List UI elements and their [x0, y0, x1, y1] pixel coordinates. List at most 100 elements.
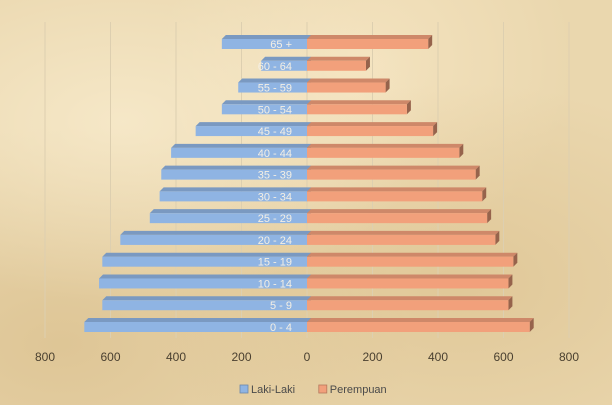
bar-side-face — [406, 100, 411, 115]
x-tick-label: 800 — [559, 350, 579, 364]
bar-side-face — [495, 230, 500, 245]
bar-front-face — [307, 256, 514, 267]
bar-top-face — [221, 35, 311, 39]
bar-perempuan — [307, 252, 518, 267]
category-label: 30 - 34 — [258, 191, 292, 203]
bar-front-face — [99, 278, 307, 289]
category-label: 20 - 24 — [258, 235, 292, 247]
bar-perempuan — [307, 78, 390, 93]
bar-side-face — [508, 274, 513, 289]
category-label: 45 - 49 — [258, 126, 292, 138]
bar-side-face — [482, 187, 487, 202]
bar-laki-laki — [221, 35, 311, 49]
bar-front-face — [307, 104, 407, 115]
bar-top-face — [159, 187, 311, 192]
bar-front-face — [307, 300, 509, 311]
bar-front-face — [102, 300, 307, 311]
x-tick-label: 200 — [362, 350, 382, 364]
bar-top-face — [307, 165, 480, 170]
x-tick-label: 600 — [100, 350, 120, 364]
category-label: 55 - 59 — [258, 83, 292, 95]
bar-front-face — [149, 213, 307, 224]
gridlines — [44, 22, 570, 338]
bar-side-face — [459, 143, 464, 158]
bar-top-face — [261, 56, 311, 61]
bar-top-face — [307, 230, 500, 235]
bar-perempuan — [307, 318, 534, 332]
x-tick-label: 200 — [231, 350, 251, 364]
bar-side-face — [475, 165, 480, 180]
x-tick-label: 600 — [493, 350, 513, 364]
x-tick-label: 400 — [166, 350, 186, 364]
bar-perempuan — [307, 274, 513, 289]
bar-perempuan — [307, 100, 411, 115]
bar-side-face — [433, 122, 438, 137]
bar-front-face — [195, 126, 307, 137]
bar-top-face — [307, 187, 487, 192]
x-tick-label: 400 — [428, 350, 448, 364]
bar-front-face — [307, 234, 496, 245]
category-label: 50 - 54 — [258, 104, 292, 116]
bar-front-face — [307, 39, 429, 49]
x-axis-ticks: 800 600 400 200 0 200 400 600 800 — [35, 350, 579, 364]
bar-top-face — [307, 209, 492, 214]
category-label: 65 + — [270, 39, 292, 51]
bar-top-face — [307, 252, 518, 257]
bar-front-face — [307, 213, 488, 224]
bar-top-face — [307, 274, 513, 279]
bar-top-face — [307, 143, 464, 148]
bar-front-face — [307, 147, 460, 158]
bar-top-face — [307, 35, 433, 39]
category-label: 10 - 14 — [258, 278, 292, 290]
bar-side-face — [508, 296, 513, 311]
bar-side-face — [428, 35, 433, 49]
bar-front-face — [307, 60, 366, 71]
category-label: 60 - 64 — [258, 61, 292, 73]
bar-top-face — [307, 78, 390, 83]
bar-side-face — [529, 318, 534, 332]
bar-front-face — [238, 82, 307, 93]
bar-top-face — [149, 209, 311, 214]
bar-top-face — [307, 296, 513, 301]
x-tick-label: 800 — [35, 350, 55, 364]
bar-top-face — [120, 230, 311, 235]
bar-front-face — [307, 169, 476, 180]
bar-front-face — [221, 39, 307, 49]
bar-perempuan — [307, 187, 487, 202]
bar-front-face — [102, 256, 307, 267]
bar-laki-laki — [195, 122, 311, 137]
bar-perempuan — [307, 56, 370, 71]
bar-top-face — [171, 143, 311, 148]
bar-top-face — [84, 318, 311, 322]
bar-front-face — [161, 169, 307, 180]
category-label: 25 - 29 — [258, 213, 292, 225]
category-label: 15 - 19 — [258, 257, 292, 269]
bar-perempuan — [307, 296, 513, 311]
bar-top-face — [307, 56, 370, 61]
category-label: 0 - 4 — [270, 322, 292, 334]
bar-top-face — [161, 165, 311, 170]
bar-perempuan — [307, 35, 433, 49]
bar-top-face — [307, 122, 438, 127]
bar-top-face — [307, 318, 534, 322]
bar-perempuan — [307, 122, 438, 137]
bar-front-face — [307, 82, 386, 93]
bar-front-face — [159, 191, 307, 202]
bar-side-face — [385, 78, 390, 93]
bar-top-face — [102, 252, 311, 257]
bar-side-face — [365, 56, 370, 71]
bar-top-face — [307, 100, 411, 105]
bar-top-face — [238, 78, 311, 83]
bar-side-face — [513, 252, 518, 267]
bar-top-face — [99, 274, 311, 279]
bar-front-face — [307, 322, 530, 332]
bars — [84, 35, 534, 332]
x-tick-label: 0 — [304, 350, 311, 364]
bar-side-face — [487, 209, 492, 224]
legend-label: Perempuan — [330, 384, 387, 396]
bar-perempuan — [307, 143, 464, 158]
category-labels: 0 - 4 5 - 9 10 - 14 15 - 19 20 - 24 25 - 29 30… — [258, 39, 292, 334]
legend-label: Laki-Laki — [251, 384, 295, 396]
bar-front-face — [307, 126, 434, 137]
